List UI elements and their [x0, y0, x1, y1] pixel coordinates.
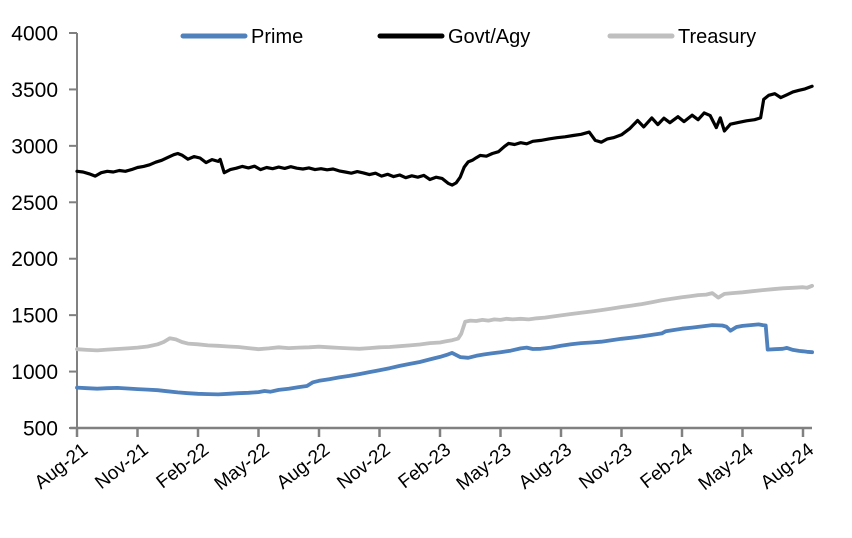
y-tick-label: 1000 [11, 361, 58, 384]
x-tick-label: May-24 [695, 439, 758, 495]
y-tick-label: 4000 [11, 23, 58, 46]
x-tick-label: Aug-24 [757, 439, 819, 494]
y-tick-label: 2000 [11, 248, 58, 271]
legend-label-prime: Prime [251, 26, 303, 48]
x-tick-label: Feb-23 [395, 439, 455, 493]
legend-item-govt-agy: Govt/Agy [377, 26, 530, 48]
axes [70, 33, 812, 430]
series-line-treasury [75, 283, 814, 353]
series-line-prime [75, 322, 814, 397]
x-tick-label: Aug-23 [515, 439, 576, 493]
x-tick-label: May-22 [211, 439, 274, 495]
y-tick-label: 1500 [11, 305, 58, 328]
x-tick-label: Nov-23 [575, 439, 636, 493]
y-tick-label: 500 [23, 418, 58, 441]
y-tick-label: 2500 [11, 192, 58, 215]
x-tick-label: May-23 [453, 439, 516, 495]
legend: Prime Govt/Agy Treasury [180, 26, 756, 48]
x-tick-label: Feb-22 [153, 439, 213, 493]
legend-item-prime: Prime [180, 26, 303, 48]
x-tick-label: Nov-22 [333, 439, 394, 493]
x-tick-label: Nov-21 [91, 439, 152, 493]
y-axis-ticks: 500 1000 1500 2000 2500 3000 3500 4000 [11, 23, 77, 441]
x-tick-label: Aug-22 [273, 439, 334, 493]
series-line-govt-agy [75, 84, 814, 187]
y-tick-label: 3500 [11, 79, 58, 102]
legend-label-treasury: Treasury [678, 26, 756, 48]
y-tick-label: 3000 [11, 135, 58, 158]
x-tick-label: Feb-24 [637, 439, 698, 493]
legend-item-treasury: Treasury [607, 26, 756, 48]
x-tick-label: Aug-21 [31, 439, 92, 493]
legend-label-govt-agy: Govt/Agy [448, 26, 530, 48]
series-lines [75, 84, 814, 397]
